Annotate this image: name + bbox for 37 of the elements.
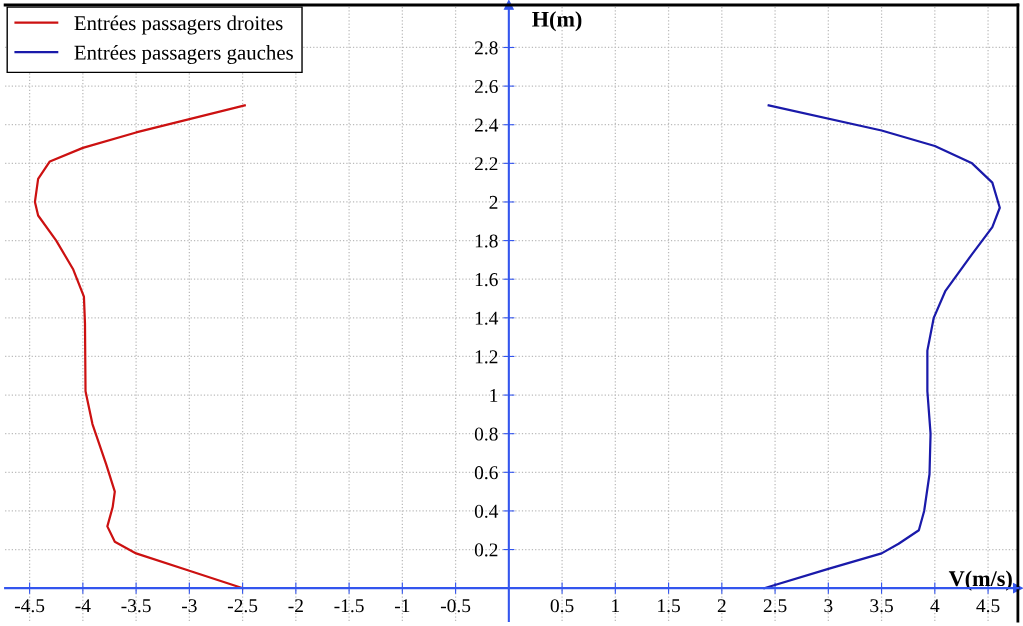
x-tick-label: -1: [394, 599, 410, 613]
x-tick-label: 3: [824, 599, 833, 613]
x-tick-label: 0.5: [550, 599, 574, 613]
y-tick-label: 2.2: [474, 157, 498, 171]
legend-label: Entrées passagers droites: [74, 15, 283, 35]
y-tick-label: 1.2: [475, 350, 498, 364]
x-tick-label: -2: [288, 599, 303, 613]
y-tick-label: 2.8: [474, 41, 498, 55]
y-tick-label: 1: [490, 388, 498, 402]
x-axis-title: V(m/s): [948, 570, 1012, 591]
y-tick-label: 1.6: [475, 273, 498, 287]
y-tick-label: 2: [489, 195, 498, 209]
x-tick-label: -4.5: [14, 599, 45, 613]
x-tick-label: -2.5: [227, 599, 258, 613]
y-tick-label: 2.6: [474, 79, 498, 94]
x-tick-label: 2: [717, 599, 726, 613]
x-tick-label: -1.5: [334, 599, 364, 613]
y-tick-label: 1.8: [475, 234, 498, 248]
legend-label: Entrées passagers gauches: [74, 45, 293, 64]
y-tick-label: 0.4: [474, 504, 499, 518]
x-tick-label: -3: [181, 599, 197, 613]
x-tick-label: -3.5: [121, 599, 151, 613]
line-series: [33, 104, 246, 590]
y-tick-label: 1.4: [475, 311, 499, 325]
x-tick-label: 2.5: [763, 599, 787, 613]
y-tick-label: 0.8: [474, 427, 498, 441]
x-tick-label: 3.5: [870, 599, 893, 613]
y-tick-label: 0.6: [474, 466, 498, 480]
y-tick-label: 2.4: [474, 118, 499, 132]
y-tick-label: 0.2: [474, 543, 498, 557]
x-tick-label: -0.5: [440, 599, 471, 613]
x-tick-label: 1.5: [658, 599, 680, 613]
x-tick-label: 4.5: [976, 599, 1000, 613]
y-axis-title: H(m): [532, 11, 582, 32]
x-tick-label: 1: [612, 599, 620, 613]
x-tick-label: -4: [75, 599, 91, 613]
x-tick-label: 4: [930, 599, 940, 613]
